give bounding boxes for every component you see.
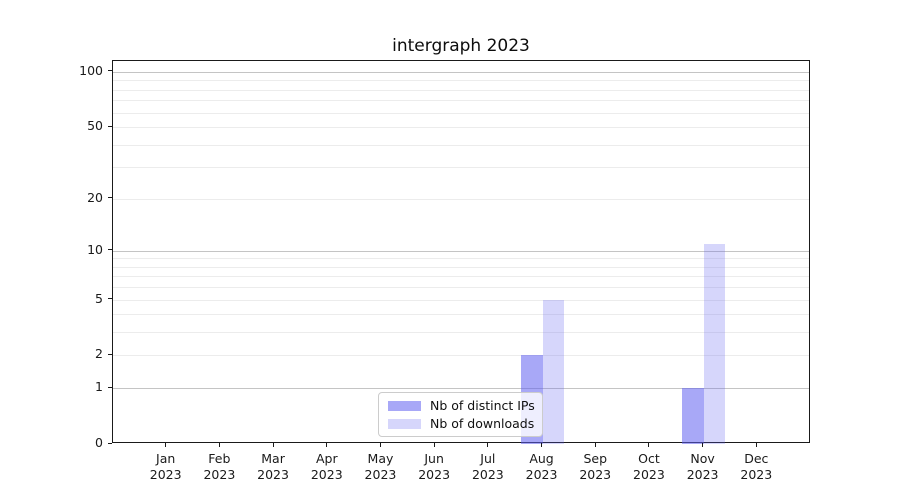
x-tick-label: Oct 2023 xyxy=(619,451,679,483)
x-tick-month: Jun xyxy=(424,451,444,466)
x-tick-year: 2023 xyxy=(740,467,773,482)
x-tick-month: Aug xyxy=(529,451,554,466)
x-tick-year: 2023 xyxy=(686,467,719,482)
minor-gridline xyxy=(113,167,809,169)
x-tick-label: May 2023 xyxy=(350,451,410,483)
x-tick-year: 2023 xyxy=(525,467,558,482)
bar-nov-downloads xyxy=(703,243,726,444)
minor-gridline xyxy=(113,314,809,316)
minor-gridline xyxy=(113,287,809,289)
y-tick-label: 10 xyxy=(87,241,103,257)
bar-nov-distinct-ips xyxy=(682,388,704,444)
y-tickmark xyxy=(108,70,112,72)
plot-area: Nb of distinct IPs Nb of downloads xyxy=(112,60,810,444)
x-tick-year: 2023 xyxy=(418,467,451,482)
x-tick-year: 2023 xyxy=(364,467,397,482)
x-tickmark xyxy=(594,443,596,447)
x-tick-month: Oct xyxy=(638,451,660,466)
y-tick-label: 50 xyxy=(87,118,103,134)
x-tickmark xyxy=(326,443,328,447)
x-tickmark xyxy=(272,443,274,447)
x-tick-month: Sep xyxy=(583,451,607,466)
x-tick-month: May xyxy=(367,451,394,466)
minor-gridline xyxy=(113,100,809,102)
x-tick-label: Mar 2023 xyxy=(243,451,303,483)
x-tick-month: Feb xyxy=(208,451,231,466)
y-tick-label: 1 xyxy=(95,379,103,395)
y-tick-label: 20 xyxy=(87,189,103,205)
x-tickmark xyxy=(541,443,543,447)
major-gridline xyxy=(113,388,809,390)
x-tick-year: 2023 xyxy=(310,467,343,482)
x-tick-year: 2023 xyxy=(203,467,236,482)
minor-gridline xyxy=(113,299,809,301)
x-tickmark xyxy=(702,443,704,447)
minor-gridline xyxy=(113,332,809,334)
minor-gridline xyxy=(113,127,809,129)
x-tick-month: Jul xyxy=(480,451,496,466)
x-tickmark xyxy=(433,443,435,447)
legend-item: Nb of downloads xyxy=(388,416,542,431)
x-tick-year: 2023 xyxy=(149,467,182,482)
x-tick-year: 2023 xyxy=(579,467,612,482)
minor-gridline xyxy=(113,198,809,200)
y-tick-label: 2 xyxy=(95,346,103,362)
y-tickmark xyxy=(108,386,112,388)
minor-gridline xyxy=(113,144,809,146)
legend-item: Nb of distinct IPs xyxy=(388,398,542,413)
minor-gridline xyxy=(113,266,809,268)
legend-swatch-distinct-ips xyxy=(388,400,421,411)
y-tickmark xyxy=(108,125,112,127)
x-tickmark xyxy=(487,443,489,447)
chart-title: intergraph 2023 xyxy=(392,36,530,56)
x-tick-label: Aug 2023 xyxy=(512,451,572,483)
major-gridline xyxy=(113,250,809,252)
x-tick-label: Jan 2023 xyxy=(136,451,196,483)
y-tickmark xyxy=(108,442,112,444)
minor-gridline xyxy=(113,276,809,278)
y-tickmark xyxy=(108,197,112,199)
legend-label-downloads: Nb of downloads xyxy=(430,416,535,431)
y-tickmark xyxy=(108,298,112,300)
x-tick-year: 2023 xyxy=(257,467,289,482)
x-tick-year: 2023 xyxy=(633,467,665,482)
bar-aug-downloads xyxy=(542,299,565,444)
x-tick-label: Apr 2023 xyxy=(297,451,357,483)
x-tickmark xyxy=(379,443,381,447)
x-tick-label: Jun 2023 xyxy=(404,451,464,483)
x-tick-month: Nov xyxy=(690,451,715,466)
y-tick-label: 5 xyxy=(95,290,103,306)
x-tick-year: 2023 xyxy=(471,467,504,482)
legend-label-distinct-ips: Nb of distinct IPs xyxy=(430,398,535,413)
major-gridline xyxy=(113,71,809,73)
x-tick-month: Dec xyxy=(744,451,769,466)
x-tick-label: Jul 2023 xyxy=(458,451,518,483)
y-tickmark xyxy=(108,353,112,355)
x-tick-label: Sep 2023 xyxy=(565,451,625,483)
x-tick-month: Jan xyxy=(156,451,176,466)
minor-gridline xyxy=(113,89,809,91)
legend: Nb of distinct IPs Nb of downloads xyxy=(378,392,543,437)
y-tick-label: 100 xyxy=(79,62,103,78)
minor-gridline xyxy=(113,80,809,82)
y-tick-label: 0 xyxy=(95,435,103,450)
x-tick-month: Mar xyxy=(261,451,285,466)
x-tick-label: Feb 2023 xyxy=(189,451,249,483)
x-tickmark xyxy=(648,443,650,447)
x-tickmark xyxy=(755,443,757,447)
x-tick-month: Apr xyxy=(315,451,338,466)
x-tickmark xyxy=(218,443,220,447)
x-tick-label: Nov 2023 xyxy=(673,451,733,483)
y-tickmark xyxy=(108,249,112,251)
x-tick-label: Dec 2023 xyxy=(726,451,786,483)
legend-swatch-downloads xyxy=(388,418,421,429)
minor-gridline xyxy=(113,355,809,357)
minor-gridline xyxy=(113,112,809,114)
x-tickmark xyxy=(165,443,167,447)
minor-gridline xyxy=(113,258,809,260)
